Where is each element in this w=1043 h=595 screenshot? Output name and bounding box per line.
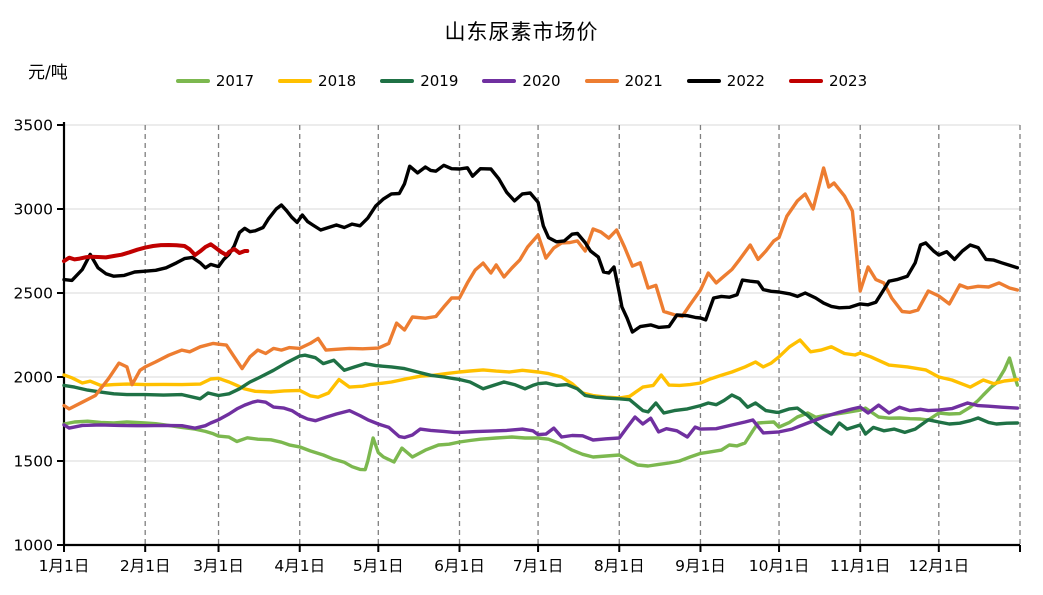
series-line-2021 bbox=[62, 166, 1020, 411]
legend-swatch-2022 bbox=[686, 79, 721, 83]
legend-label-2019: 2019 bbox=[420, 72, 459, 90]
series-line-2023 bbox=[62, 242, 250, 264]
x-tick-label: 4月1日 bbox=[274, 557, 325, 575]
legend-swatch-2018 bbox=[278, 79, 313, 83]
legend-swatch-2023 bbox=[788, 79, 823, 83]
x-tick-label: 2月1日 bbox=[120, 557, 171, 575]
x-tick-label: 12月1日 bbox=[909, 557, 970, 575]
y-tick-label: 1500 bbox=[14, 453, 53, 471]
series-line-2022 bbox=[62, 163, 1020, 334]
legend-swatch-2017 bbox=[175, 79, 210, 83]
legend: 2017 2018 2019 2020 2021 2022 2023 bbox=[0, 72, 1043, 90]
chart-title: 山东尿素市场价 bbox=[444, 20, 599, 44]
legend-label-2022: 2022 bbox=[726, 72, 765, 90]
x-tick-label: 11月1日 bbox=[830, 557, 891, 575]
legend-item-2023: 2023 bbox=[788, 72, 868, 90]
legend-swatch-2021 bbox=[584, 79, 619, 83]
legend-label-2021: 2021 bbox=[624, 72, 663, 90]
legend-swatch-2020 bbox=[482, 79, 517, 83]
x-tick-label: 6月1日 bbox=[434, 557, 485, 575]
x-tick-label: 3月1日 bbox=[193, 557, 244, 575]
y-tick-label: 3000 bbox=[14, 201, 53, 219]
series-line-2020 bbox=[62, 399, 1020, 442]
y-axis-unit-label: 元/吨 bbox=[28, 63, 68, 83]
legend-label-2023: 2023 bbox=[828, 72, 868, 90]
x-tick-label: 8月1日 bbox=[594, 557, 645, 575]
x-tick-label: 7月1日 bbox=[513, 557, 564, 575]
x-tick-label: 9月1日 bbox=[675, 557, 726, 575]
y-tick-label: 1000 bbox=[14, 537, 53, 555]
legend-item-2019: 2019 bbox=[380, 72, 458, 90]
legend-item-2021: 2021 bbox=[584, 72, 663, 90]
y-tick-label: 3500 bbox=[14, 117, 53, 135]
legend-item-2020: 2020 bbox=[482, 72, 561, 90]
legend-item-2022: 2022 bbox=[686, 72, 765, 90]
series-line-2017 bbox=[62, 356, 1020, 472]
x-tick-label: 10月1日 bbox=[749, 557, 810, 575]
series-line-2018 bbox=[62, 338, 1020, 400]
series-line-2019 bbox=[62, 353, 1020, 436]
legend-swatch-2019 bbox=[380, 79, 415, 83]
x-tick-label: 5月1日 bbox=[353, 557, 404, 575]
legend-label-2018: 2018 bbox=[318, 72, 357, 90]
legend-label-2020: 2020 bbox=[522, 72, 561, 90]
legend-item-2017: 2017 bbox=[175, 72, 255, 90]
y-tick-label: 2500 bbox=[14, 285, 53, 303]
legend-label-2017: 2017 bbox=[215, 72, 255, 90]
x-tick-label: 1月1日 bbox=[39, 557, 90, 575]
legend-item-2018: 2018 bbox=[278, 72, 356, 90]
y-tick-label: 2000 bbox=[14, 369, 53, 387]
